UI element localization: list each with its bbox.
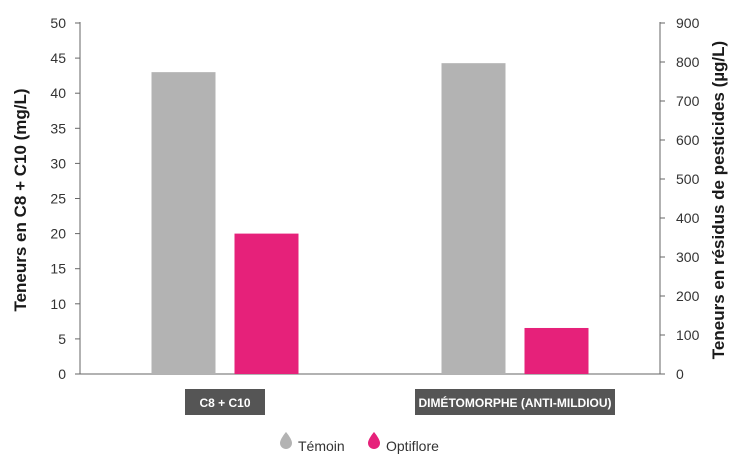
category-label-bg (415, 389, 615, 415)
y-axis-right-title: Teneurs en résidus de pesticides (µg/L) (709, 41, 728, 359)
category-label: DIMÉTOMORPHE (ANTI-MILDIOU) (418, 395, 611, 410)
y-right-tick-label: 800 (676, 54, 700, 70)
category-label-bg (185, 389, 265, 415)
bar-optiflore-1 (234, 233, 299, 374)
legend-temoin-drop-icon (280, 432, 292, 449)
y-right-tick-label: 0 (676, 366, 684, 382)
y-left-tick-label: 50 (50, 15, 66, 31)
y-left-tick-label: 10 (50, 296, 66, 312)
y-left-tick-label: 45 (50, 50, 66, 66)
legend-temoin-label: Témoin (298, 438, 345, 454)
bars (151, 63, 589, 375)
y-left-tick-label: 40 (50, 85, 66, 101)
y-left-tick-label: 25 (50, 191, 66, 207)
y-left-tick-label: 15 (50, 261, 66, 277)
y-axis-right-ticks: 0 100 200 300 400 500 600 700 800 900 (660, 15, 700, 382)
y-right-tick-label: 700 (676, 93, 700, 109)
y-left-tick-label: 5 (58, 331, 66, 347)
bar-optiflore-2 (524, 327, 589, 374)
category-labels: C8 + C10 DIMÉTOMORPHE (ANTI-MILDIOU) (185, 389, 615, 415)
y-left-tick-label: 20 (50, 226, 66, 242)
y-right-tick-label: 900 (676, 15, 700, 31)
y-left-tick-label: 0 (58, 366, 66, 382)
y-right-tick-label: 500 (676, 171, 700, 187)
y-right-tick-label: 300 (676, 249, 700, 265)
bar-t-moin-1 (151, 72, 216, 374)
category-label: C8 + C10 (199, 396, 250, 410)
y-axis-left-ticks: 0 5 10 15 20 25 30 35 40 45 50 (50, 15, 80, 382)
legend-optiflore-drop-icon (368, 432, 380, 449)
y-right-tick-label: 200 (676, 288, 700, 304)
y-left-tick-label: 30 (50, 155, 66, 171)
legend-optiflore-label: Optiflore (386, 438, 439, 454)
y-axis-left-title: Teneurs en C8 + C10 (mg/L) (11, 88, 30, 311)
y-right-tick-label: 600 (676, 132, 700, 148)
y-right-tick-label: 100 (676, 327, 700, 343)
y-right-tick-label: 400 (676, 210, 700, 226)
legend: Témoin Optiflore (280, 432, 439, 454)
y-left-tick-label: 35 (50, 120, 66, 136)
bar-t-moin-2 (441, 63, 506, 375)
